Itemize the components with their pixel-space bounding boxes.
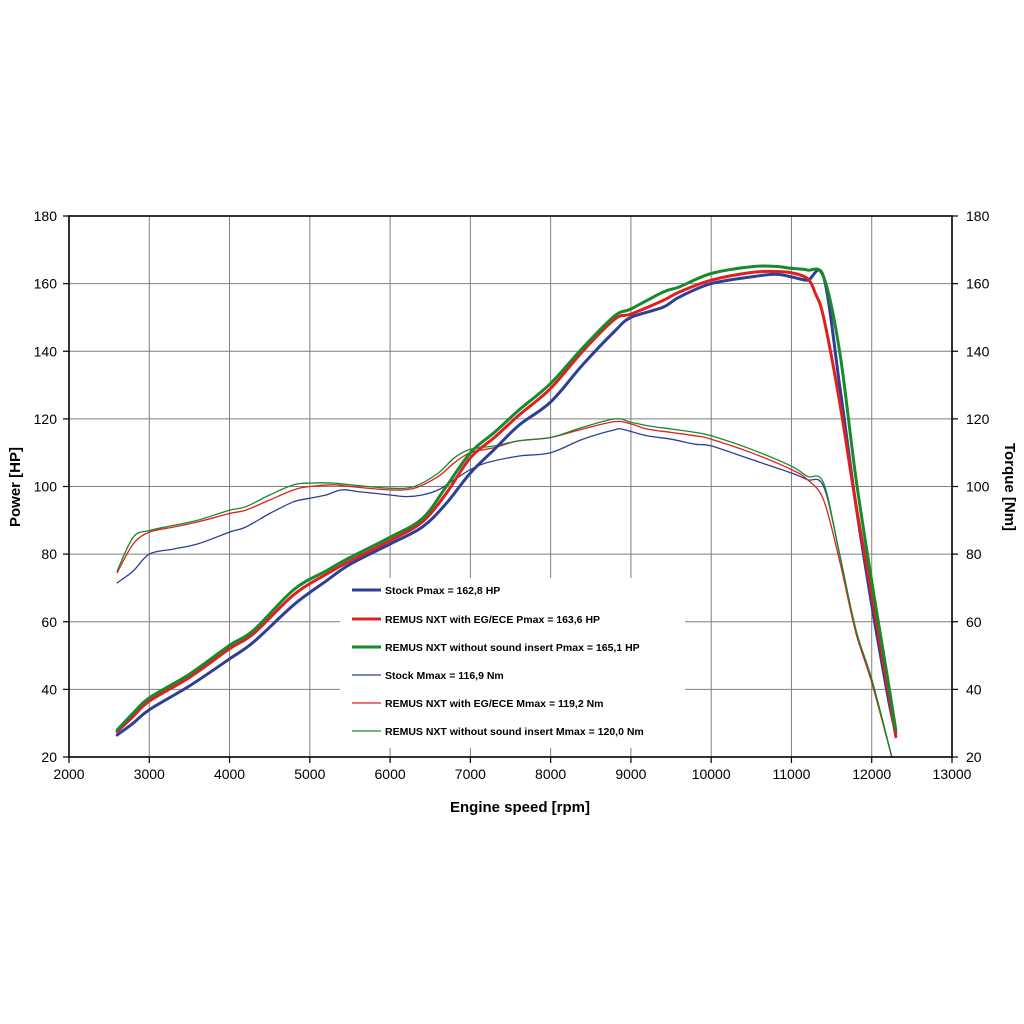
y-tick-label-left: 120 bbox=[34, 411, 58, 427]
legend: Stock Pmax = 162,8 HP REMUS NXT with EG/E… bbox=[340, 578, 685, 748]
x-tick-label: 9000 bbox=[615, 766, 646, 782]
y-tick-label-right: 120 bbox=[966, 411, 990, 427]
y-tick-label-right: 80 bbox=[966, 546, 982, 562]
y-tick-label-left: 140 bbox=[34, 343, 58, 359]
series-line-6 bbox=[116, 418, 893, 758]
y-tick-label-left: 180 bbox=[34, 208, 58, 224]
x-tick-label: 12000 bbox=[852, 766, 891, 782]
x-tick-label: 13000 bbox=[933, 766, 972, 782]
y-tick-label-right: 60 bbox=[966, 614, 982, 630]
y-tick-label-left: 100 bbox=[34, 479, 58, 495]
legend-label-4: Stock Mmax = 116,9 Nm bbox=[385, 670, 504, 682]
legend-label-2: REMUS NXT with EG/ECE Pmax = 163,6 HP bbox=[385, 614, 600, 626]
y-axis-left-title: Power [HP] bbox=[7, 447, 24, 527]
legend-label-1: Stock Pmax = 162,8 HP bbox=[385, 585, 500, 597]
legend-label-3: REMUS NXT without sound insert Pmax = 16… bbox=[385, 642, 640, 654]
legend-label-6: REMUS NXT without sound insert Mmax = 12… bbox=[385, 726, 644, 738]
x-tick-label: 10000 bbox=[692, 766, 731, 782]
grid bbox=[69, 216, 952, 757]
legend-label-5: REMUS NXT with EG/ECE Mmax = 119,2 Nm bbox=[385, 698, 604, 710]
x-tick-label: 3000 bbox=[134, 766, 165, 782]
y-axis-right-title: Torque [Nm] bbox=[1001, 443, 1018, 531]
x-tick-label: 6000 bbox=[375, 766, 406, 782]
x-tick-label: 5000 bbox=[294, 766, 325, 782]
y-tick-label-left: 40 bbox=[41, 681, 57, 697]
x-tick-label: 2000 bbox=[53, 766, 84, 782]
y-tick-label-right: 100 bbox=[966, 479, 990, 495]
y-axis-left-ticks: 20 40 60 80 100 120 140 160 180 bbox=[34, 208, 69, 765]
y-tick-label-left: 60 bbox=[41, 614, 57, 630]
x-axis-title: Engine speed [rpm] bbox=[450, 799, 590, 816]
y-tick-label-left: 80 bbox=[41, 546, 57, 562]
series-line-1 bbox=[115, 268, 898, 737]
x-axis-ticks: 2000 3000 4000 5000 6000 7000 8000 9000 10000 110… bbox=[53, 757, 972, 782]
legend-background bbox=[340, 578, 685, 748]
y-tick-label-right: 40 bbox=[966, 681, 982, 697]
series-line-3 bbox=[115, 264, 898, 732]
y-tick-label-right: 180 bbox=[966, 208, 990, 224]
series-line-2 bbox=[115, 269, 898, 739]
y-axis-right-ticks: 20 40 60 80 100 120 140 160 180 bbox=[952, 208, 990, 765]
x-tick-label: 4000 bbox=[214, 766, 245, 782]
y-tick-label-left: 20 bbox=[41, 749, 57, 765]
y-tick-label-right: 20 bbox=[966, 749, 982, 765]
series-line-4 bbox=[116, 427, 893, 758]
x-tick-label: 7000 bbox=[455, 766, 486, 782]
y-tick-label-right: 160 bbox=[966, 276, 990, 292]
y-tick-label-right: 140 bbox=[966, 343, 990, 359]
series-layer bbox=[115, 264, 898, 758]
x-tick-label: 11000 bbox=[773, 766, 811, 782]
x-tick-label: 8000 bbox=[535, 766, 566, 782]
y-tick-label-left: 160 bbox=[34, 276, 58, 292]
